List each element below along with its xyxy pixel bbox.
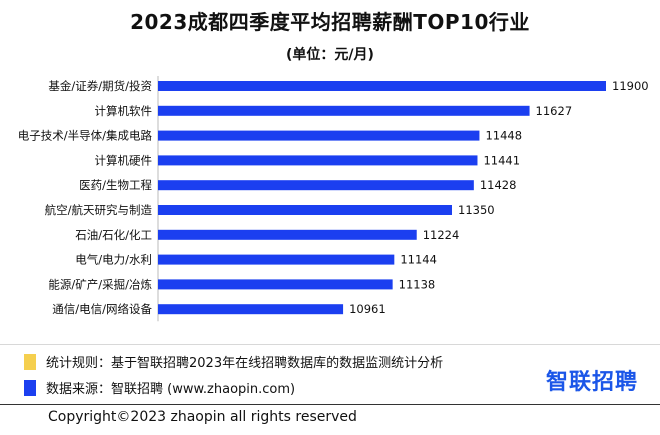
value-label: 10961 <box>349 302 386 316</box>
category-label: 计算机硬件 <box>95 153 153 167</box>
note-rule-text: 统计规则：基于智联招聘2023年在线招聘数据库的数据监测统计分析 <box>46 356 444 371</box>
value-label: 11138 <box>399 277 436 291</box>
blue-square-icon <box>24 379 36 396</box>
category-label: 能源/矿产/采掘/冶炼 <box>48 277 152 291</box>
bar <box>158 279 393 290</box>
bar <box>158 229 417 240</box>
category-label: 石油/石化/化工 <box>75 228 152 242</box>
yellow-square-icon <box>24 353 36 370</box>
value-label: 11448 <box>485 129 522 143</box>
copyright-divider <box>0 404 660 405</box>
category-label: 计算机软件 <box>95 104 153 118</box>
value-label: 11900 <box>612 79 649 93</box>
bar <box>158 180 474 191</box>
category-label: 航空/航天研究与制造 <box>45 203 153 217</box>
chart-title: 2023成都四季度平均招聘薪酬TOP10行业 <box>130 10 530 34</box>
bar <box>158 155 478 166</box>
category-label: 医药/生物工程 <box>79 178 152 192</box>
bar <box>158 304 344 315</box>
footer-divider <box>0 344 660 345</box>
value-label: 11441 <box>483 153 520 167</box>
chart-subtitle: (单位：元/月) <box>286 47 374 63</box>
bar <box>158 105 530 116</box>
bar-chart: 基金/证券/期货/投资 11900 计算机软件 11627 电子技术/半导体/集成电路 1… <box>18 76 649 322</box>
value-label: 11144 <box>400 253 437 267</box>
category-label: 基金/证券/期货/投资 <box>48 79 152 93</box>
copyright-text: Copyright©2023 zhaopin all rights reserv… <box>48 409 357 425</box>
category-label: 电子技术/半导体/集成电路 <box>18 129 153 143</box>
bar <box>158 205 452 215</box>
category-label: 通信/电信/网络设备 <box>52 302 152 316</box>
value-label: 11428 <box>480 178 517 192</box>
bar <box>158 81 606 91</box>
bar <box>158 254 395 265</box>
value-label: 11224 <box>423 228 460 242</box>
bar <box>158 130 480 141</box>
note-source: 数据来源：智联招聘 (www.zhaopin.com) <box>24 378 295 397</box>
note-rule: 统计规则：基于智联招聘2023年在线招聘数据库的数据监测统计分析 <box>24 352 443 371</box>
value-label: 11627 <box>536 104 573 118</box>
category-label: 电气/电力/水利 <box>75 253 152 267</box>
note-source-text: 数据来源：智联招聘 (www.zhaopin.com) <box>46 382 296 397</box>
zhaopin-logo: 智联招聘 <box>545 370 638 395</box>
value-label: 11350 <box>458 203 495 217</box>
